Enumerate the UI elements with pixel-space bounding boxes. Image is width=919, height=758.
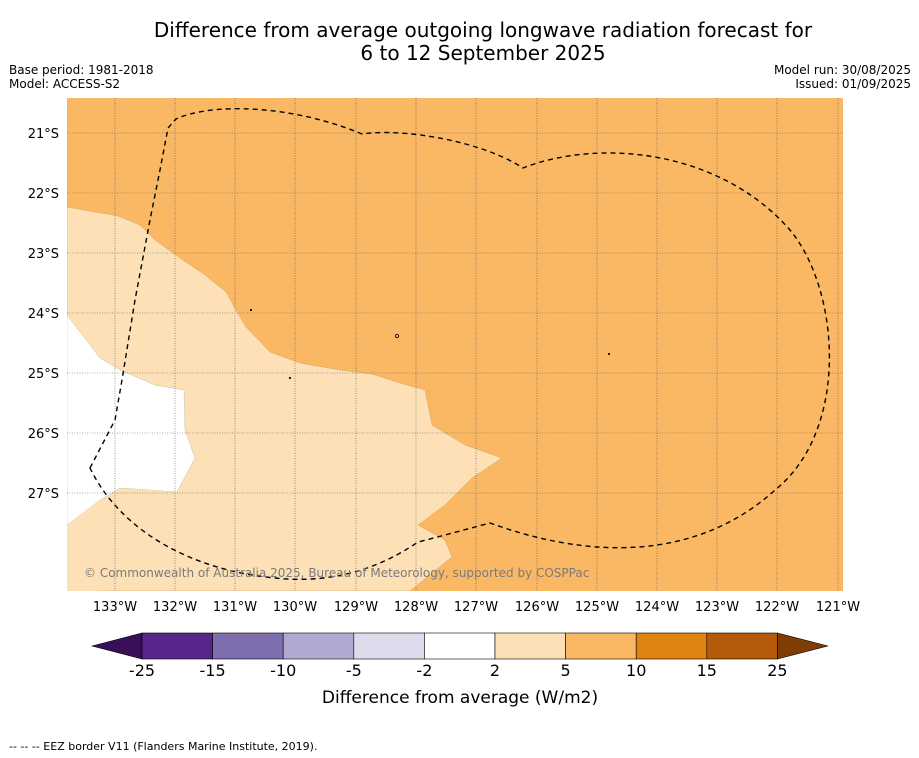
island	[249, 308, 253, 312]
anomaly-band-2-5	[67, 206, 503, 591]
lat-label: 24°S	[28, 307, 59, 322]
colorbar-cell	[212, 632, 284, 660]
lon-label: 129°W	[334, 600, 378, 615]
lon-label: 132°W	[153, 600, 197, 615]
colorbar-cell	[565, 632, 637, 660]
colorbar: -25 -15 -10 -5 -2 2 5 10 15 25	[90, 632, 829, 680]
meta-right: Model run: 30/08/2025 Issued: 01/09/2025	[774, 63, 911, 91]
colorbar-tick-label: 15	[697, 661, 717, 680]
lon-label: 122°W	[755, 600, 799, 615]
longitude-labels: 133°W 132°W 131°W 130°W 129°W 128°W 127°…	[93, 600, 860, 615]
meta-left: Base period: 1981-2018 Model: ACCESS-S2	[9, 63, 154, 91]
lat-label: 21°S	[28, 127, 59, 142]
colorbar-tick-label: 25	[767, 661, 787, 680]
lat-label: 23°S	[28, 247, 59, 262]
lat-label: 27°S	[28, 487, 59, 502]
gridlines	[67, 98, 843, 591]
colorbar-tick-label: 2	[490, 661, 500, 680]
lon-label: 125°W	[575, 600, 619, 615]
colorbar-cell	[141, 632, 213, 660]
colorbar-extend-high	[777, 632, 829, 660]
colorbar-tick-label: -25	[129, 661, 155, 680]
lon-label: 131°W	[213, 600, 257, 615]
colorbar-tick-label: -5	[346, 661, 362, 680]
lon-label: 123°W	[695, 600, 739, 615]
lon-label: 124°W	[635, 600, 679, 615]
model-name: Model: ACCESS-S2	[9, 77, 121, 91]
island	[288, 376, 292, 380]
colorbar-cell	[282, 632, 355, 660]
colorbar-cell	[494, 632, 566, 660]
model-run: Model run: 30/08/2025	[773, 63, 911, 77]
lon-label: 128°W	[394, 600, 438, 615]
colorbar-label: Difference from average (W/m2)	[322, 688, 598, 708]
colorbar-tick-label: -10	[270, 661, 296, 680]
title-line-1: Difference from average outgoing longwav…	[153, 18, 813, 42]
colorbar-cell	[635, 632, 708, 660]
colorbar-extend-low	[90, 632, 143, 660]
island	[394, 333, 399, 338]
lon-label: 130°W	[273, 600, 317, 615]
colorbar-tick-label: 5	[561, 661, 571, 680]
lat-label: 25°S	[28, 367, 59, 382]
map-area	[67, 98, 843, 591]
colorbar-cell	[706, 632, 778, 660]
eez-footnote: -- -- -- EEZ border V11 (Flanders Marine…	[9, 740, 318, 753]
islands	[249, 308, 611, 380]
copyright-text: © Commonwealth of Australia 2025, Bureau…	[84, 566, 589, 580]
lat-label: 22°S	[28, 187, 59, 202]
colorbar-tick-label: -15	[200, 661, 226, 680]
latitude-labels: 21°S 22°S 23°S 24°S 25°S 26°S 27°S	[28, 127, 59, 502]
colorbar-cell	[424, 632, 496, 660]
island	[607, 352, 611, 356]
title-line-2: 6 to 12 September 2025	[360, 41, 606, 65]
base-period: Base period: 1981-2018	[9, 63, 154, 77]
anomaly-band-2-5-southwest	[67, 490, 177, 591]
lon-label: 126°W	[515, 600, 559, 615]
lon-label: 121°W	[816, 600, 860, 615]
colorbar-cell	[353, 632, 425, 660]
issued-date: Issued: 01/09/2025	[795, 77, 911, 91]
lon-label: 133°W	[93, 600, 137, 615]
chart-title: Difference from average outgoing longwav…	[0, 19, 919, 65]
colorbar-tick-label: -2	[416, 661, 432, 680]
lon-label: 127°W	[454, 600, 498, 615]
lat-label: 26°S	[28, 427, 59, 442]
eez-border	[89, 108, 831, 581]
colorbar-tick-label: 10	[626, 661, 646, 680]
